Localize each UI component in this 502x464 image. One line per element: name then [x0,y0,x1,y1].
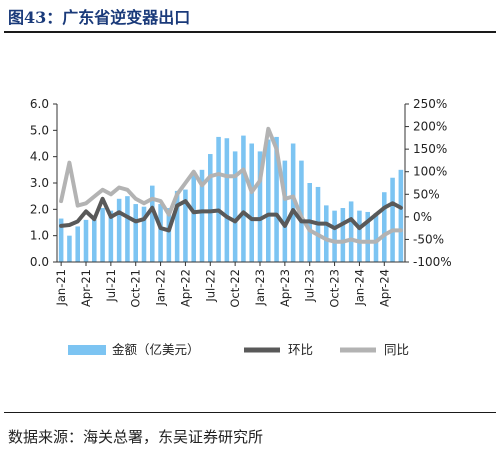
y-right-tick-label: 200% [413,120,447,134]
bar-2021-12 [150,185,155,262]
bar-2022-08 [216,136,221,262]
bar-2023-09 [324,205,329,262]
y-left-tick-label: 4.0 [30,150,49,164]
bar-2022-03 [174,190,180,262]
bar-2024-04 [382,192,387,262]
bar-2023-04 [282,160,288,262]
x-tick-label: Oct-21 [129,269,143,308]
x-tick-label: Oct-22 [228,269,242,308]
lines-layer [59,126,403,244]
bar-2022-02 [166,208,172,262]
bar-2024-01 [357,210,362,262]
x-tick-label: Jan-22 [154,269,168,307]
y-left-tick-label: 2.0 [30,202,49,216]
bar-2024-03 [373,213,379,262]
bar-2023-03 [274,136,279,262]
bar-2021-05 [92,219,97,262]
legend-label-mom: 环比 [288,342,313,357]
legend-label-amount: 金额（亿美元） [112,342,200,357]
x-tick-label: Jul-21 [104,269,118,303]
bar-2023-06 [299,160,304,262]
bar-2023-11 [340,208,346,262]
axes-layer: 0.0 1.0 2.0 3.0 4.0 5.0 6.0 -100% -50% 0% 50% 100% 1… [30,97,452,308]
bar-2021-09 [125,196,130,262]
title-divider [4,31,496,33]
x-tick-label: Oct-23 [328,269,342,308]
legend: 金额（亿美元） 环比 同比 [68,342,409,357]
bar-2021-10 [133,204,138,262]
x-tick-label: Apr-21 [79,269,93,307]
x-tick-label: Apr-24 [377,269,391,307]
bar-2022-05 [191,175,196,262]
bar-2024-02 [365,211,370,262]
bar-2023-05 [290,143,296,262]
line-mom [59,196,403,233]
bar-2023-02 [266,139,271,262]
bar-2022-01 [158,204,163,262]
legend-label-yoy: 同比 [384,342,409,357]
bar-2022-10 [232,151,238,262]
y-right-tick-label: 50% [413,187,440,201]
x-tick-label: Jan-23 [253,269,267,307]
x-tick-label: Jul-23 [303,269,317,303]
bar-2023-01 [257,151,263,262]
bar-2022-09 [224,138,230,262]
y-right-tick-label: 250% [413,97,447,111]
x-tick-label: Apr-22 [178,269,192,307]
bar-2021-04 [83,219,89,262]
bar-2021-01 [58,218,64,262]
source-divider [4,412,496,413]
y-left-tick-label: 3.0 [30,176,49,190]
bar-2022-11 [241,135,246,262]
y-right-tick-label: -50% [413,232,444,246]
bars-layer [58,135,404,262]
bar-2022-04 [183,189,188,262]
y-right-tick-label: -100% [413,255,452,269]
bar-2024-05 [390,177,395,262]
x-tick-label: Apr-23 [278,269,292,307]
y-right-tick-label: 100% [413,165,447,179]
y-left-tick-label: 5.0 [30,123,49,137]
figure-title: 图43：广东省逆变器出口 [8,8,191,27]
bar-2021-08 [116,198,122,262]
x-tick-label: Jul-22 [203,269,217,303]
bar-2021-11 [141,206,147,262]
y-left-tick-label: 0.0 [30,255,49,269]
bar-2023-12 [348,201,354,262]
line-yoy [59,126,403,244]
y-left-tick-label: 1.0 [30,229,49,243]
bar-2021-07 [108,210,114,262]
bar-2022-06 [199,169,205,262]
x-tick-label: Jan-24 [352,269,366,307]
y-right-tick-label: 150% [413,142,447,156]
x-tick-label: Jan-21 [54,269,68,307]
chart: 0.0 1.0 2.0 3.0 4.0 5.0 6.0 -100% -50% 0% 50% 100% 1… [30,97,452,357]
bar-2021-03 [75,226,80,262]
source-note: 数据来源：海关总署，东吴证券研究所 [8,428,264,446]
bar-2021-06 [100,208,105,262]
legend-swatch-amount [68,345,106,355]
bar-2023-10 [332,210,337,262]
bar-2024-06 [398,169,404,262]
bar-2021-02 [67,235,72,262]
bar-2022-07 [208,154,213,262]
y-right-tick-label: 0% [413,210,432,224]
bar-2022-12 [249,143,254,262]
y-left-tick-label: 6.0 [30,97,49,111]
